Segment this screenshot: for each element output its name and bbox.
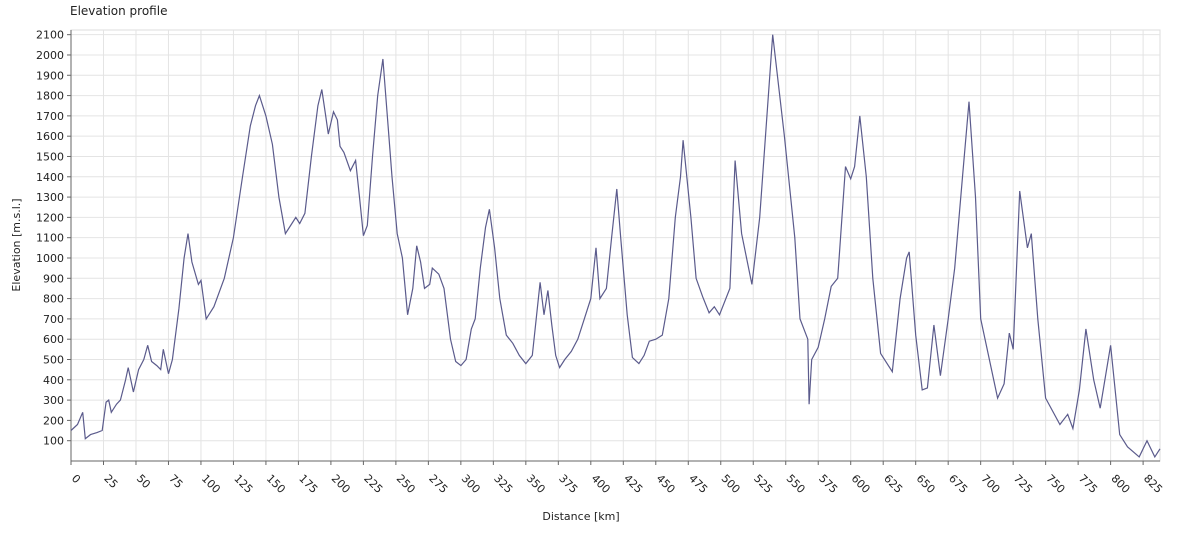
y-tick-label: 500 <box>43 353 64 366</box>
y-tick-label: 700 <box>43 313 64 326</box>
y-tick-label: 900 <box>43 272 64 285</box>
x-axis-label: Distance [km] <box>542 510 619 523</box>
y-tick-label: 200 <box>43 414 64 427</box>
y-tick-label: 1200 <box>36 211 64 224</box>
y-tick-label: 400 <box>43 374 64 387</box>
y-tick-label: 2000 <box>36 49 64 62</box>
y-tick-label: 1300 <box>36 191 64 204</box>
elevation-line <box>70 34 1161 459</box>
y-tick-label: 600 <box>43 333 64 346</box>
y-tick-label: 1000 <box>36 252 64 265</box>
y-tick-label: 300 <box>43 394 64 407</box>
y-tick-label: 1400 <box>36 171 64 184</box>
y-tick-label: 1800 <box>36 90 64 103</box>
y-tick-label: 1100 <box>36 232 64 245</box>
y-tick-label: 1900 <box>36 69 64 82</box>
y-tick-label: 1700 <box>36 110 64 123</box>
y-tick-label: 1500 <box>36 150 64 163</box>
plot-area <box>70 29 1161 462</box>
y-tick-label: 100 <box>43 435 64 448</box>
chart-title: Elevation profile <box>70 4 167 18</box>
y-tick-label: 2100 <box>36 29 64 42</box>
y-tick-label: 800 <box>43 293 64 306</box>
y-tick-label: 1600 <box>36 130 64 143</box>
y-axis-label: Elevation [m.s.l.] <box>10 198 23 291</box>
